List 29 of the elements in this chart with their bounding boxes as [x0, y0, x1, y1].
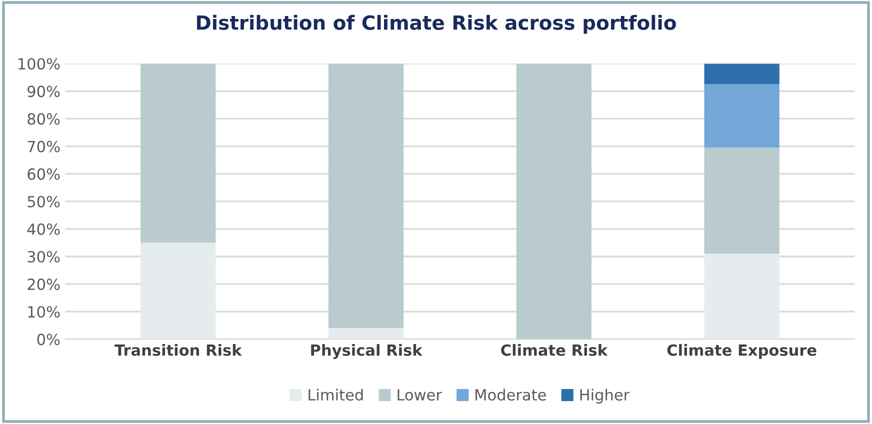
legend-label: Moderate: [476, 388, 546, 401]
y-tick-label: 60%: [28, 168, 60, 180]
bar: [140, 242, 216, 340]
y-tick-label: 80%: [28, 113, 60, 125]
y-tick-label: 20%: [28, 278, 60, 290]
y-tick-label: 30%: [28, 250, 60, 263]
legend-label: Limited: [308, 388, 363, 401]
bar: [704, 64, 780, 84]
legend-label: Lower: [398, 389, 442, 401]
bar: [704, 148, 780, 254]
chart-title: Distribution of Climate Risk across portfolio: [197, 14, 676, 34]
bar: [516, 64, 592, 340]
y-tick-label: 40%: [27, 223, 60, 235]
legend-label: Higher: [580, 388, 630, 404]
y-tick-label: 100%: [18, 58, 60, 70]
x-tick-label: Transition Risk: [114, 344, 242, 356]
y-tick-label: 10%: [28, 306, 60, 318]
bar: [328, 64, 404, 328]
bar: [704, 254, 780, 340]
bar: [704, 84, 780, 148]
x-tick-label: Physical Risk: [311, 344, 423, 359]
y-tick-label: 90%: [28, 86, 60, 98]
x-tick-label: Climate Risk: [501, 344, 608, 356]
x-tick-label: Climate Exposure: [667, 344, 816, 359]
y-tick-label: 50%: [28, 196, 60, 208]
y-tick-label: 70%: [28, 140, 60, 152]
bar: [140, 64, 216, 243]
y-tick-label: 0%: [37, 334, 60, 346]
bar: [328, 328, 404, 340]
